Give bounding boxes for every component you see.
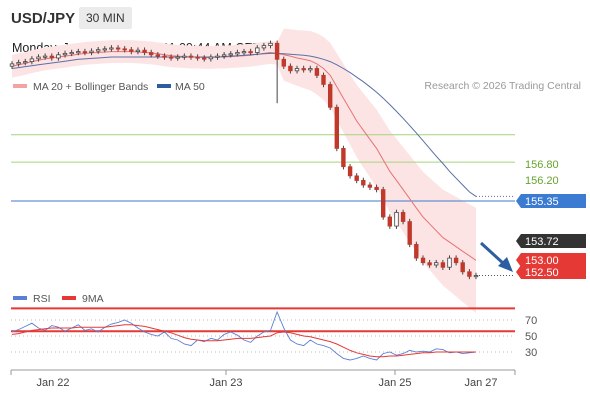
candle-body xyxy=(208,56,214,60)
candle-body xyxy=(387,216,392,227)
candle-body xyxy=(308,68,313,71)
candle-body xyxy=(168,56,174,59)
candle-body xyxy=(182,55,187,58)
ma50-line xyxy=(11,52,477,197)
level-label-153-00: 153.00 xyxy=(525,255,559,267)
chart-header: USD/JPY 30 MIN xyxy=(0,0,590,36)
candle-body xyxy=(215,55,220,58)
rsi-level-labels: 70 50 30 xyxy=(525,315,537,359)
candle-body xyxy=(447,257,452,268)
legend-label-rsi: RSI xyxy=(33,293,51,305)
candle-body xyxy=(380,189,386,218)
rsi-series-9ma xyxy=(11,324,476,358)
candle-body xyxy=(367,184,373,188)
rsi-legend: RSI 9MA xyxy=(13,293,104,305)
candle-body xyxy=(16,62,21,65)
level-tag-155-35 xyxy=(516,194,586,208)
rsi-series-rsi xyxy=(11,310,477,361)
candle-body xyxy=(341,147,346,168)
candle-body xyxy=(294,68,300,72)
ma20-line xyxy=(11,51,477,261)
level-label-153-72: 153.72 xyxy=(525,236,559,248)
symbol-title: USD/JPY xyxy=(11,10,76,27)
candle-body xyxy=(354,175,359,181)
level-label-152-50: 152.50 xyxy=(525,267,559,279)
candle-body xyxy=(36,56,41,60)
candle-body xyxy=(314,68,320,76)
bollinger-band-fill xyxy=(12,28,476,313)
level-label-155-35: 155.35 xyxy=(525,196,559,208)
legend-swatch-9ma xyxy=(62,296,76,300)
candle-body xyxy=(155,54,160,57)
rsi-level-70: 70 xyxy=(525,315,537,327)
candle-body xyxy=(175,56,180,59)
candle-body xyxy=(321,74,326,85)
interval-badge[interactable]: 30 MIN xyxy=(79,7,132,29)
legend-label-ma50: MA 50 xyxy=(175,81,205,93)
x-tick-jan23: Jan 23 xyxy=(209,377,242,389)
candle-body xyxy=(29,58,35,63)
candle-body xyxy=(274,42,280,60)
candle-body xyxy=(414,243,419,259)
candle-body xyxy=(221,54,227,57)
x-axis: Jan 22 Jan 23 Jan 25 Jan 27 xyxy=(10,369,516,389)
candle-body xyxy=(460,262,465,273)
candle-body xyxy=(433,262,439,266)
candle-body xyxy=(361,179,366,186)
candle-body xyxy=(261,45,267,49)
price-plot-area xyxy=(9,28,515,333)
legend-swatch-rsi xyxy=(13,296,27,300)
candle-body xyxy=(49,55,54,59)
candle-body xyxy=(281,58,286,67)
research-credit: Research © 2026 Trading Central xyxy=(424,80,581,92)
x-tick-jan25: Jan 25 xyxy=(378,377,411,389)
candle-body xyxy=(374,186,379,191)
x-tick-jan22: Jan 22 xyxy=(36,377,69,389)
candle-body xyxy=(9,63,15,67)
forecast-arrow-head xyxy=(498,257,513,272)
level-label-156-20: 156.20 xyxy=(525,175,559,187)
candle-body xyxy=(407,221,412,245)
candle-body xyxy=(42,55,48,58)
candle-body xyxy=(162,55,167,58)
candle-body xyxy=(268,42,273,46)
rsi-plot-area xyxy=(11,310,515,361)
level-labels: 156.80 156.20 155.35 153.72 153.00 152.5… xyxy=(516,159,586,279)
candle-body xyxy=(195,56,200,59)
candle-body xyxy=(23,61,28,64)
candle-body xyxy=(394,211,399,227)
legend-label-bollinger: MA 20 + Bollinger Bands xyxy=(33,81,148,93)
candle-body xyxy=(56,54,61,59)
rsi-level-50: 50 xyxy=(525,331,537,343)
forecast-arrow-shaft xyxy=(479,241,506,266)
candle-body xyxy=(400,211,406,222)
candle-body xyxy=(453,257,459,264)
main-legend: MA 20 + Bollinger Bands MA 50 xyxy=(13,81,205,93)
legend-label-9ma: 9MA xyxy=(82,293,104,305)
candle-body xyxy=(327,84,333,108)
legend-swatch-bollinger xyxy=(13,84,27,88)
candle-body xyxy=(347,166,353,177)
legend-swatch-ma50 xyxy=(157,84,171,88)
candle-body xyxy=(467,271,472,277)
candle-body xyxy=(427,262,432,266)
timestamp: Monday, January 26, 2026 11:09:44 AM CET xyxy=(12,41,261,55)
rsi-level-30: 30 xyxy=(525,347,537,359)
x-tick-jan27: Jan 27 xyxy=(464,377,497,389)
candle-body xyxy=(201,57,207,60)
level-label-156-80: 156.80 xyxy=(525,159,559,171)
candle-body xyxy=(440,262,446,268)
level-tag-152-50 xyxy=(516,265,586,279)
candle-body xyxy=(334,106,339,149)
level-tag-153-72 xyxy=(516,234,586,248)
candle-body xyxy=(473,275,479,278)
candle-body xyxy=(288,65,293,72)
candle-body xyxy=(301,68,306,71)
candle-body xyxy=(420,257,426,264)
level-tag-153-00 xyxy=(516,253,586,267)
candle-body xyxy=(188,55,194,58)
